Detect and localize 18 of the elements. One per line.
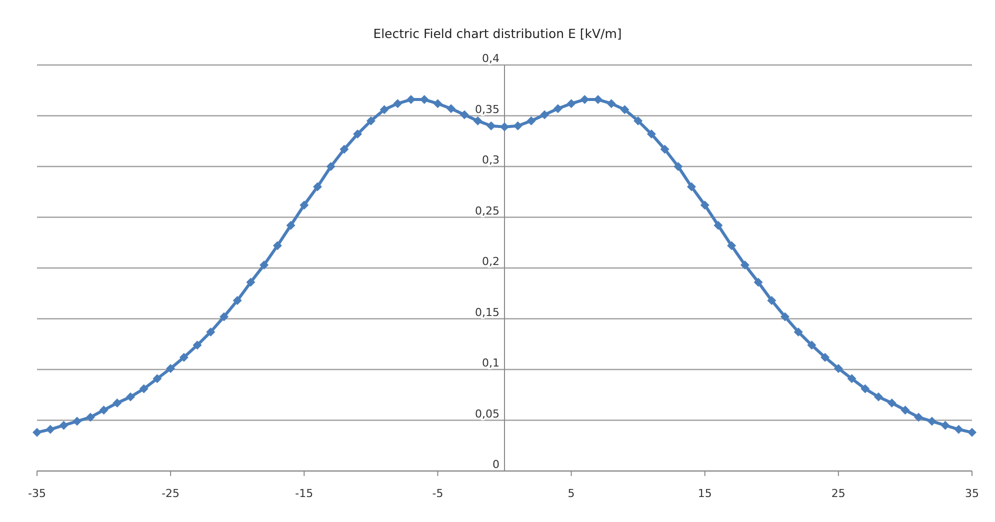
x-tick-label: 25 <box>831 487 846 500</box>
y-tick-label: 0,3 <box>482 154 500 166</box>
x-tick-label: -25 <box>162 487 180 500</box>
y-tick-label: 0,2 <box>482 255 500 268</box>
x-tick-label: -15 <box>295 487 314 500</box>
x-tick-label: -5 <box>432 487 444 500</box>
x-tick-label: -35 <box>28 487 46 500</box>
y-tick-label: 0,4 <box>482 52 500 65</box>
y-tick-label: 0,25 <box>475 204 500 218</box>
y-tick-label: 0,15 <box>475 306 500 319</box>
x-tick-label: 35 <box>965 487 979 500</box>
y-tick-label: 0,1 <box>482 356 500 370</box>
chart-title: Electric Field chart distribution E [kV/m] <box>373 26 622 41</box>
x-tick-label: 15 <box>698 487 712 500</box>
y-tick-label: 0,05 <box>475 407 500 420</box>
y-tick-label: 0 <box>492 458 500 471</box>
x-tick-label: 5 <box>568 487 575 500</box>
y-tick-label: 0,35 <box>475 102 500 116</box>
